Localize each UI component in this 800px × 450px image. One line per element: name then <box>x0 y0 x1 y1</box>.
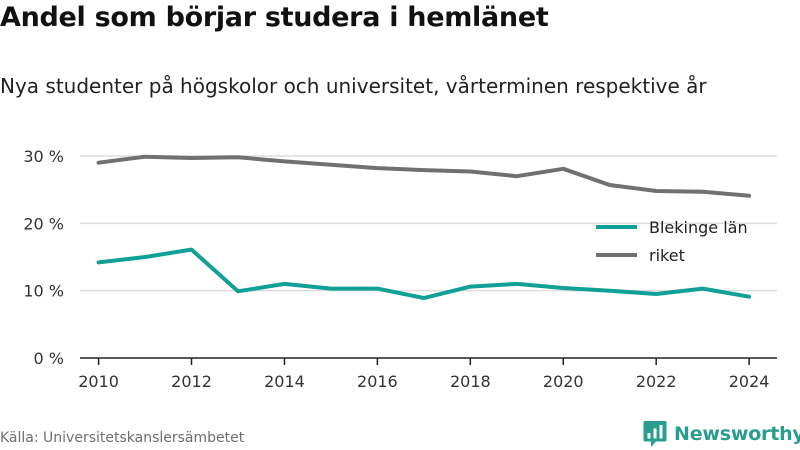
bar-chart-icon <box>643 421 667 447</box>
y-tick-label: 10 % <box>23 282 64 301</box>
brand-name: Newsworthy <box>674 423 800 445</box>
x-tick-label: 2010 <box>78 372 119 391</box>
x-tick-label: 2014 <box>264 372 305 391</box>
chart-title: Andel som börjar studera i hemlänet <box>0 2 549 33</box>
x-tick-label: 2018 <box>450 372 491 391</box>
legend: Blekinge län riket <box>596 218 748 265</box>
legend-label: riket <box>649 246 685 265</box>
x-tick-label: 2020 <box>543 372 584 391</box>
y-tick-label: 0 % <box>34 349 64 368</box>
series-line-riket <box>96 154 752 198</box>
x-tick-label: 2024 <box>729 372 770 391</box>
axes: 0 % 10 % 20 % 30 % 2010 2012 2014 2016 2018 2020 2… <box>23 147 777 391</box>
source-note: Källa: Universitetskanslersämbetet <box>0 430 245 446</box>
brand-logo[interactable]: Newsworthy <box>643 419 800 449</box>
y-tick-label: 20 % <box>23 214 64 233</box>
x-tick-label: 2016 <box>357 372 398 391</box>
series-line-blekinge <box>96 247 752 301</box>
legend-label: Blekinge län <box>649 218 748 237</box>
x-tick-label: 2012 <box>171 372 212 391</box>
series-lines <box>96 154 752 301</box>
chart-subtitle: Nya studenter på högskolor och universit… <box>0 74 707 98</box>
y-tick-label: 30 % <box>23 147 64 166</box>
x-tick-label: 2022 <box>636 372 677 391</box>
